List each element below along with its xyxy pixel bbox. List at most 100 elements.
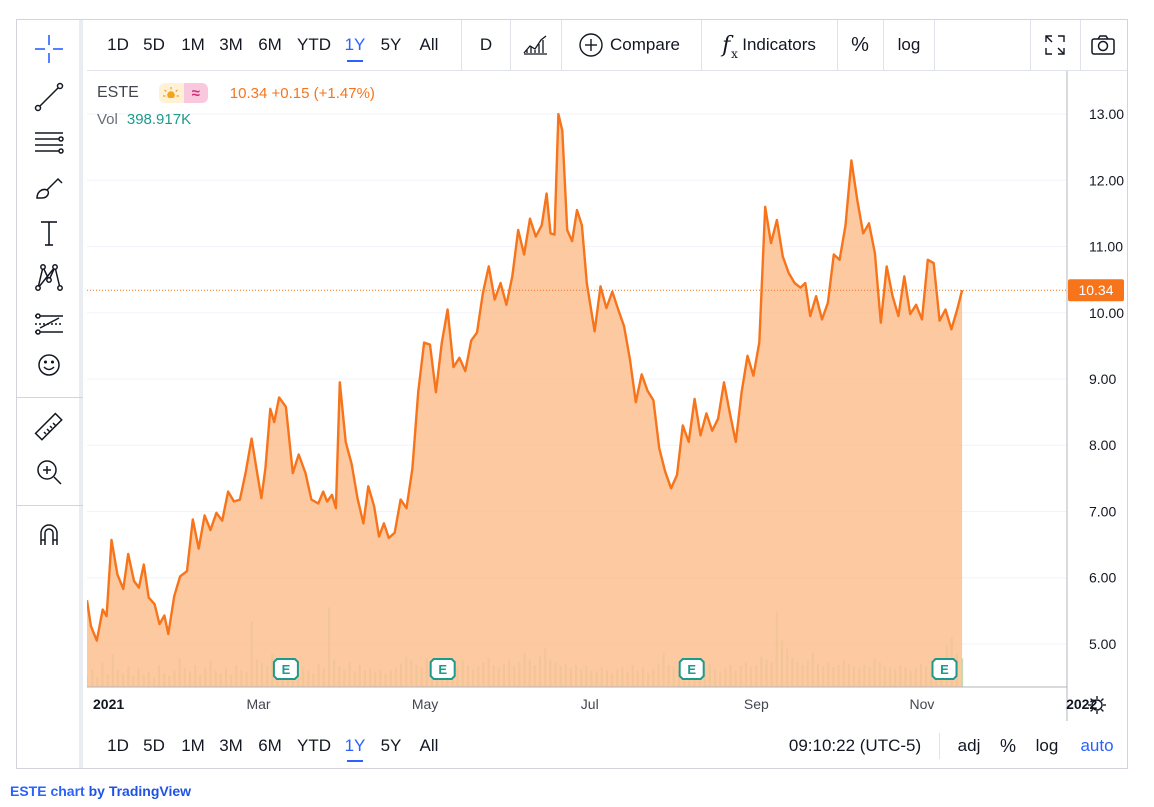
price-tick-label: 10.00 (1089, 305, 1124, 321)
earnings-marker: E (272, 658, 299, 680)
price-line (87, 112, 964, 642)
symbol-name[interactable]: ESTE (97, 84, 139, 101)
range-5y[interactable]: 5Y (380, 35, 402, 54)
earnings-badge (931, 658, 958, 680)
top-toolbar: 1D 5D 1M 3M 6M YTD 1Y 5Y All D Compare f… (87, 20, 1127, 71)
earnings-marker: E (429, 658, 456, 680)
price-chart[interactable]: E E E E 5.00 6.00 7.00 8.00 9.00 10.00 11.00 12.00… (87, 71, 1127, 723)
clock-timezone[interactable]: 09:10:22 (UTC-5) (788, 736, 922, 755)
range-1m[interactable]: 1M (181, 35, 205, 54)
chart-legend: ESTE ≈ 10.34 +0.15 (+1.47%) Vol 398.917K (97, 82, 375, 128)
magnet-tool[interactable] (30, 516, 68, 554)
toolbar-divider (939, 733, 940, 759)
bottom-range-1m[interactable]: 1M (181, 736, 205, 755)
text-tool[interactable] (30, 214, 68, 252)
toolbar-divider (1030, 20, 1031, 70)
time-tick-label: Mar (246, 696, 270, 712)
bottom-toolbar: 1D 5D 1M 3M 6M YTD 1Y 5Y All 09:10:22 (U… (87, 723, 1127, 769)
emoji-icon (38, 354, 60, 376)
emoji-tool[interactable] (30, 346, 68, 384)
fullscreen-icon (1045, 35, 1065, 55)
bottom-range-5y[interactable]: 5Y (380, 736, 402, 755)
price-tick-label: 5.00 (1089, 636, 1116, 652)
range-3m[interactable]: 3M (219, 35, 243, 54)
adjust-toggle[interactable]: adj (957, 736, 981, 755)
toolbar-divider (1080, 20, 1081, 70)
earnings-letter: E (282, 662, 291, 677)
price-axis[interactable]: 5.00 6.00 7.00 8.00 9.00 10.00 11.00 12.00 13.00 (1089, 106, 1124, 652)
price-tick-label: 12.00 (1089, 172, 1124, 188)
session-badges[interactable]: ≈ (158, 83, 208, 103)
bottom-range-all[interactable]: All (419, 736, 439, 755)
range-1d[interactable]: 1D (107, 35, 129, 54)
log-toggle[interactable]: log (1035, 736, 1059, 755)
toolbar-divider (510, 20, 511, 70)
bottom-range-1d[interactable]: 1D (107, 736, 129, 755)
ruler-icon (34, 412, 63, 441)
volume-value: 398.917K (126, 110, 192, 128)
toolbar-divider (883, 20, 884, 70)
toolbar-divider (561, 20, 562, 70)
percent-toggle[interactable]: % (999, 735, 1016, 756)
trend-line-tool[interactable] (30, 78, 68, 116)
attribution-symbol: ESTE chart (10, 783, 85, 799)
chart-type-button[interactable] (517, 20, 553, 70)
time-tick-label: 2022 (1066, 696, 1097, 712)
pattern-tool[interactable] (30, 258, 68, 296)
indicators-label: Indicators (742, 35, 816, 54)
price-tick-label: 6.00 (1089, 570, 1116, 586)
tradingview-attribution-link[interactable]: ESTE chart by TradingView (10, 783, 191, 799)
snapshot-button[interactable] (1086, 20, 1120, 70)
crosshair-tool[interactable] (30, 30, 68, 68)
forecast-tool[interactable] (30, 304, 68, 342)
bottom-range-5d[interactable]: 5D (143, 736, 165, 755)
price-tick-label: 8.00 (1089, 437, 1116, 453)
last-price-tag-bg (1068, 279, 1124, 302)
axis-settings-button[interactable] (1088, 696, 1106, 714)
toolbar-divider (461, 20, 462, 70)
bottom-range-1y[interactable]: 1Y (342, 723, 368, 769)
time-axis[interactable]: 2021 Mar May Jul Sep Nov 2022 (93, 696, 1097, 712)
bottom-range-ytd[interactable]: YTD (297, 736, 331, 755)
percent-scale-button[interactable]: % (851, 33, 869, 56)
bottom-range-3m[interactable]: 3M (219, 736, 243, 755)
earnings-letter: E (438, 662, 447, 677)
area-chart-icon (523, 35, 547, 55)
bottom-range-6m[interactable]: 6M (258, 736, 282, 755)
last-price-label: 10.34 (1068, 279, 1124, 302)
pattern-icon (35, 264, 63, 291)
price-tick-label: 7.00 (1089, 503, 1116, 519)
auto-scale-toggle[interactable]: auto (1080, 736, 1114, 755)
price-area (87, 114, 963, 688)
range-ytd[interactable]: YTD (297, 35, 331, 54)
measure-tool[interactable] (30, 408, 68, 446)
compare-button[interactable]: Compare (569, 20, 689, 70)
earnings-letter: E (940, 662, 949, 677)
brush-tool[interactable] (30, 168, 68, 206)
camera-icon (1091, 35, 1115, 55)
fullscreen-button[interactable] (1038, 20, 1072, 70)
zoom-in-tool[interactable] (30, 453, 68, 491)
range-1y[interactable]: 1Y (342, 20, 368, 70)
range-6m[interactable]: 6M (258, 35, 282, 54)
time-tick-label: Nov (910, 696, 935, 712)
chart-widget: 1D 5D 1M 3M 6M YTD 1Y 5Y All D Compare f… (16, 19, 1128, 769)
range-5d[interactable]: 5D (143, 35, 165, 54)
sun-icon (162, 87, 181, 100)
range-all[interactable]: All (419, 35, 439, 54)
earnings-marker: E (678, 658, 705, 680)
earnings-badge (272, 658, 299, 680)
fib-retracement-tool[interactable] (30, 124, 68, 162)
interval-button[interactable]: D (479, 35, 493, 54)
forecast-icon (35, 313, 63, 335)
log-scale-button[interactable]: log (897, 35, 921, 54)
compare-label: Compare (610, 35, 680, 54)
market-hours-badge (158, 83, 184, 103)
fib-lines-icon (35, 132, 64, 154)
time-tick-label: May (412, 696, 438, 712)
time-tick-label: 2021 (93, 696, 124, 712)
zoom-icon (37, 460, 62, 485)
price-tick-label: 9.00 (1089, 371, 1116, 387)
